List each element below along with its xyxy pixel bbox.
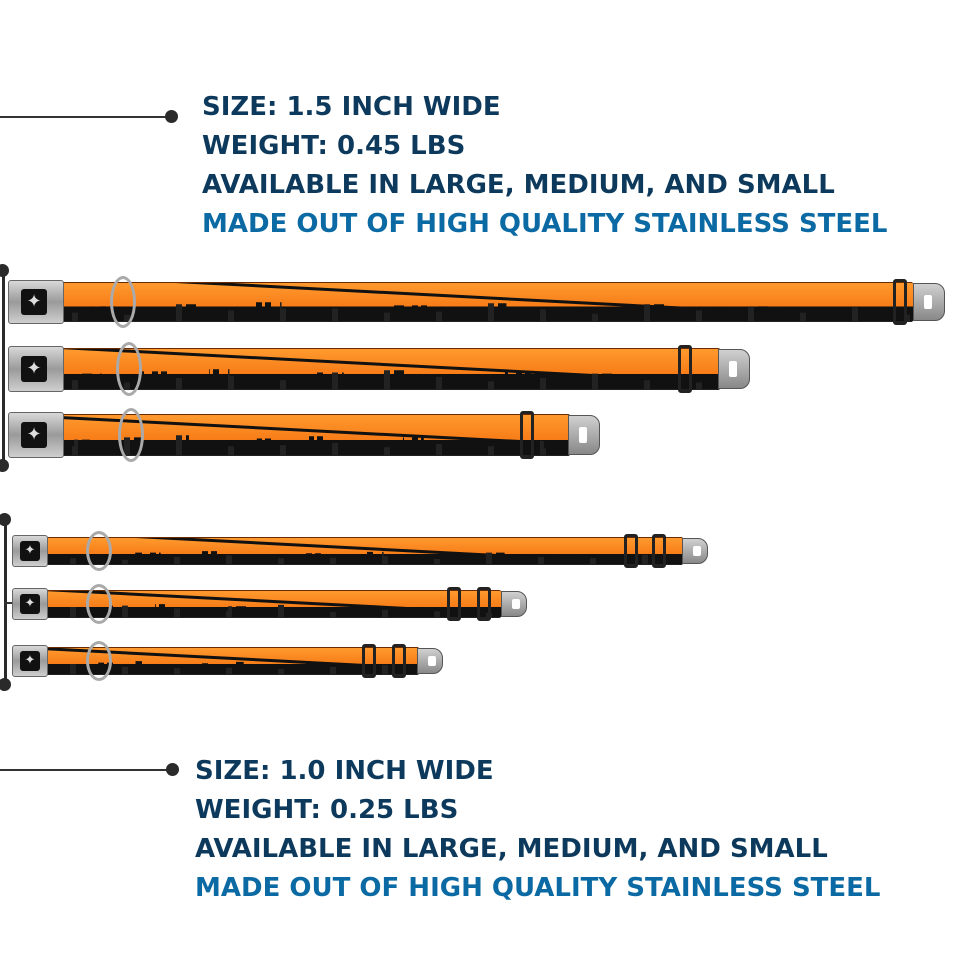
collar-medium-1in: ✦	[12, 584, 527, 624]
large-collar-specs: SIZE: 1.5 INCH WIDE WEIGHT: 0.45 LBS AVA…	[202, 88, 888, 244]
buckle: ✦	[12, 588, 48, 620]
collar-medium: ✦	[8, 342, 750, 396]
bracket-dot	[0, 264, 9, 277]
bracket-dot	[0, 513, 11, 526]
collar-large: ✦	[8, 276, 945, 328]
bone-icon: ✦	[21, 422, 47, 448]
bone-icon: ✦	[20, 651, 40, 671]
bone-icon: ✦	[20, 541, 40, 561]
collar-small: ✦	[8, 408, 600, 462]
bracket-dot	[0, 678, 11, 691]
bracket-dot	[0, 459, 9, 472]
material-text: MADE OUT OF HIGH QUALITY STAINLESS STEEL	[195, 873, 881, 903]
collar-small-1in: ✦	[12, 641, 445, 681]
buckle: ✦	[12, 535, 48, 567]
leader-line-bottom	[0, 769, 172, 771]
weight-text: WEIGHT: 0.25 LBS	[195, 795, 459, 825]
availability-text: AVAILABLE IN LARGE, MEDIUM, AND SMALL	[202, 170, 835, 200]
bone-icon: ✦	[21, 356, 47, 382]
bracket-tick	[4, 602, 12, 604]
buckle: ✦	[8, 280, 64, 324]
buckle: ✦	[8, 346, 64, 392]
leader-dot-top	[165, 110, 178, 123]
leader-line-top	[0, 116, 170, 118]
weight-text: WEIGHT: 0.45 LBS	[202, 131, 466, 161]
buckle: ✦	[12, 645, 48, 677]
size-text: SIZE: 1.5 INCH WIDE	[202, 92, 501, 122]
availability-text: AVAILABLE IN LARGE, MEDIUM, AND SMALL	[195, 834, 828, 864]
leader-dot-bottom	[166, 763, 179, 776]
small-collar-specs: SIZE: 1.0 INCH WIDE WEIGHT: 0.25 LBS AVA…	[195, 752, 881, 908]
bone-icon: ✦	[21, 289, 47, 315]
collar-large-1in: ✦	[12, 531, 709, 571]
material-text: MADE OUT OF HIGH QUALITY STAINLESS STEEL	[202, 209, 888, 239]
bone-icon: ✦	[20, 594, 40, 614]
large-bracket	[2, 270, 5, 466]
size-text: SIZE: 1.0 INCH WIDE	[195, 756, 494, 786]
buckle: ✦	[8, 412, 64, 458]
